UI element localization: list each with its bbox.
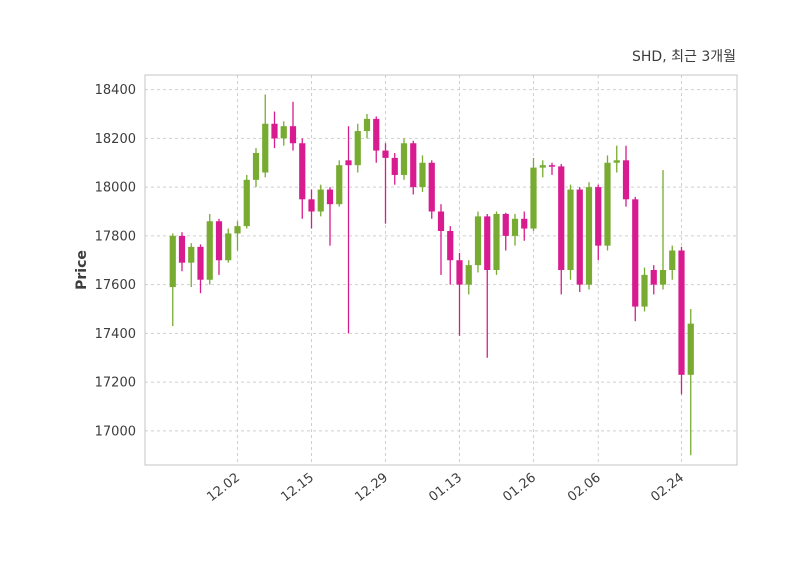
candle-body <box>567 189 574 270</box>
candle-body <box>493 213 500 270</box>
candle-body <box>354 131 361 166</box>
candle-body <box>659 270 667 285</box>
candle-body <box>502 213 509 236</box>
candle-body <box>299 143 306 200</box>
candle-body <box>437 211 445 231</box>
y-tick-label: 17200 <box>95 376 136 391</box>
candle-body <box>558 166 565 270</box>
candle-body <box>622 160 630 200</box>
candle-body <box>548 165 556 167</box>
candle-body <box>289 126 297 144</box>
candle-body <box>169 235 176 288</box>
x-tick-label: 12.15 <box>278 470 317 505</box>
candle-body <box>280 126 287 139</box>
candle-body <box>391 157 398 175</box>
candle-body <box>521 218 528 229</box>
chart-title: SHD, 최근 3개월 <box>632 49 736 65</box>
plot-border <box>144 74 738 466</box>
candle-body <box>474 216 482 266</box>
candle-body <box>613 160 620 163</box>
y-tick-label: 17000 <box>95 424 136 439</box>
candle-body <box>484 216 491 270</box>
candle-body <box>576 189 583 285</box>
candle-body <box>225 233 232 261</box>
candle-body <box>669 250 676 270</box>
candle-body <box>604 162 611 246</box>
candle-body <box>641 274 648 307</box>
candle-body <box>317 189 324 212</box>
candle-body <box>539 165 546 168</box>
y-tick-label: 18200 <box>95 132 136 147</box>
candle-body <box>465 265 472 285</box>
candle-body <box>447 231 454 261</box>
candle-body <box>178 235 186 263</box>
candle-body <box>252 153 260 180</box>
candle-body <box>243 179 250 227</box>
candle-body <box>234 226 241 234</box>
candle-body <box>197 246 204 280</box>
candle-body <box>188 246 195 263</box>
candle-body <box>215 221 223 261</box>
x-tick-label: 12.02 <box>204 470 243 505</box>
y-tick-label: 17600 <box>95 278 136 293</box>
candle-body <box>456 260 463 285</box>
candle-body <box>326 189 334 205</box>
x-tick-label: 02.06 <box>565 470 604 505</box>
candle-body <box>262 123 269 173</box>
candle-body <box>363 118 371 132</box>
x-tick-label: 12.29 <box>352 470 391 505</box>
candle-body <box>410 143 417 188</box>
candle-body <box>650 270 657 285</box>
candle-body <box>687 323 694 375</box>
candle-body <box>206 221 213 280</box>
candle-body <box>373 118 380 151</box>
candle-body <box>678 250 685 375</box>
candle-body <box>585 187 593 285</box>
candle-body <box>271 123 278 139</box>
y-tick-label: 18000 <box>95 181 136 196</box>
candle-body <box>632 199 639 307</box>
candle-body <box>382 150 389 158</box>
x-tick-label: 01.26 <box>500 470 539 505</box>
candle-body <box>419 162 426 188</box>
x-tick-label: 01.13 <box>426 470 465 505</box>
candle-body <box>308 199 315 212</box>
y-tick-label: 18400 <box>95 83 136 98</box>
y-tick-label: 17800 <box>95 229 136 244</box>
candle-body <box>400 143 408 175</box>
candle-body <box>428 162 435 212</box>
candle-body <box>511 218 519 236</box>
candle-body <box>595 187 602 246</box>
candle-body <box>345 160 352 166</box>
x-tick-label: 02.24 <box>648 470 687 505</box>
candle-body <box>336 165 343 205</box>
y-tick-label: 17400 <box>95 327 136 342</box>
candle-body <box>530 167 537 229</box>
